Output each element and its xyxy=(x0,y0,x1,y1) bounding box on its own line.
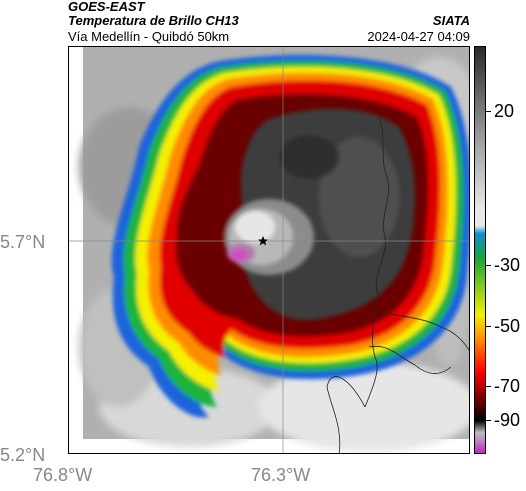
lat-label-5-2: 5.2°N xyxy=(0,445,46,465)
product-title: Temperatura de Brillo CH13 xyxy=(68,13,239,28)
star-icon xyxy=(258,236,268,246)
source-label: SIATA xyxy=(432,13,470,28)
datetime-label: 2024-04-27 04:09 xyxy=(367,29,470,44)
lon-label-76-3: 76.3°W xyxy=(251,465,311,485)
lon-label-76-8: 76.8°W xyxy=(33,465,93,485)
colorbar-label: -30 xyxy=(494,255,521,275)
colorbar-tick xyxy=(486,111,491,112)
colorbar-tick xyxy=(486,386,491,387)
colorbar-label: -90 xyxy=(494,410,521,430)
colorbar-label: 20 xyxy=(494,101,515,121)
brightness-temperature-map[interactable] xyxy=(68,46,470,454)
colorbar-label: -70 xyxy=(494,376,521,396)
satellite-title: GOES-EAST xyxy=(68,0,145,14)
map-canvas xyxy=(69,47,469,453)
colorbar xyxy=(474,46,486,454)
colorbar-tick xyxy=(486,420,491,421)
colorbar-label: -50 xyxy=(494,316,521,336)
borders xyxy=(326,116,469,453)
colorbar-tick xyxy=(486,265,491,266)
colorbar-tick xyxy=(486,326,491,327)
location-label: Vía Medellín - Quibdó 50km xyxy=(68,29,230,44)
lat-label-5-7: 5.7°N xyxy=(0,232,46,252)
